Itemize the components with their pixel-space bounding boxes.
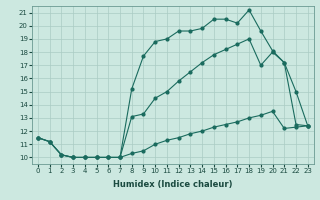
X-axis label: Humidex (Indice chaleur): Humidex (Indice chaleur): [113, 180, 233, 189]
